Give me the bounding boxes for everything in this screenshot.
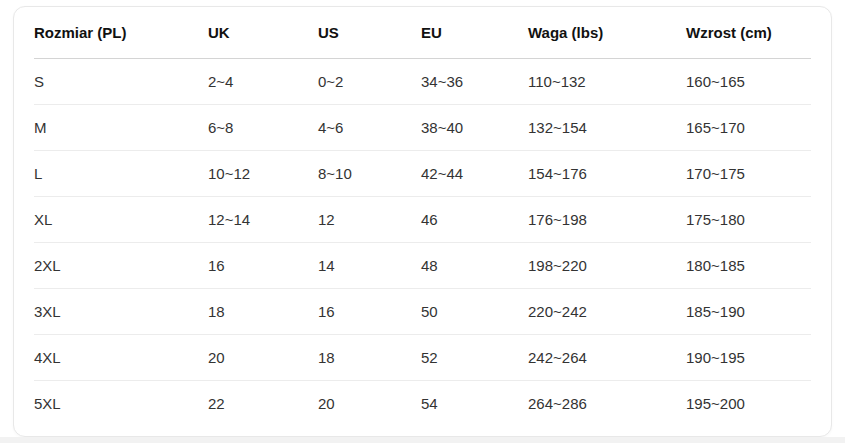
- table-row: 3XL181650220~242185~190: [34, 289, 811, 335]
- table-row: 4XL201852242~264190~195: [34, 335, 811, 381]
- table-cell: 18: [318, 335, 421, 381]
- table-cell: 14: [318, 243, 421, 289]
- table-cell: 190~195: [686, 335, 811, 381]
- table-row: 2XL161448198~220180~185: [34, 243, 811, 289]
- table-cell: 160~165: [686, 59, 811, 105]
- table-cell: 180~185: [686, 243, 811, 289]
- table-cell: 16: [208, 243, 318, 289]
- table-cell: 4~6: [318, 105, 421, 151]
- table-cell: 220~242: [528, 289, 686, 335]
- table-cell: 54: [421, 381, 528, 427]
- table-cell: 18: [208, 289, 318, 335]
- table-cell: 0~2: [318, 59, 421, 105]
- size-label-cell: XL: [34, 197, 208, 243]
- table-cell: 176~198: [528, 197, 686, 243]
- table-cell: 38~40: [421, 105, 528, 151]
- table-cell: 110~132: [528, 59, 686, 105]
- table-row: S2~40~234~36110~132160~165: [34, 59, 811, 105]
- table-cell: 8~10: [318, 151, 421, 197]
- size-label-cell: M: [34, 105, 208, 151]
- table-cell: 132~154: [528, 105, 686, 151]
- table-cell: 242~264: [528, 335, 686, 381]
- table-cell: 22: [208, 381, 318, 427]
- header-cell-4: Waga (lbs): [528, 7, 686, 59]
- header-row: Rozmiar (PL)UKUSEUWaga (lbs)Wzrost (cm): [34, 7, 811, 59]
- table-cell: 198~220: [528, 243, 686, 289]
- header-cell-5: Wzrost (cm): [686, 7, 811, 59]
- table-cell: 48: [421, 243, 528, 289]
- size-label-cell: 3XL: [34, 289, 208, 335]
- size-table: Rozmiar (PL)UKUSEUWaga (lbs)Wzrost (cm) …: [34, 7, 811, 426]
- table-cell: 10~12: [208, 151, 318, 197]
- table-cell: 12: [318, 197, 421, 243]
- table-cell: 2~4: [208, 59, 318, 105]
- table-row: 5XL222054264~286195~200: [34, 381, 811, 427]
- table-cell: 12~14: [208, 197, 318, 243]
- table-cell: 20: [318, 381, 421, 427]
- table-cell: 16: [318, 289, 421, 335]
- bottom-strip: [0, 437, 845, 443]
- header-cell-1: UK: [208, 7, 318, 59]
- size-label-cell: L: [34, 151, 208, 197]
- header-cell-0: Rozmiar (PL): [34, 7, 208, 59]
- size-table-body: S2~40~234~36110~132160~165M6~84~638~4013…: [34, 59, 811, 427]
- size-label-cell: 5XL: [34, 381, 208, 427]
- table-row: L10~128~1042~44154~176170~175: [34, 151, 811, 197]
- table-row: M6~84~638~40132~154165~170: [34, 105, 811, 151]
- table-cell: 42~44: [421, 151, 528, 197]
- table-cell: 170~175: [686, 151, 811, 197]
- table-cell: 34~36: [421, 59, 528, 105]
- table-cell: 175~180: [686, 197, 811, 243]
- table-cell: 264~286: [528, 381, 686, 427]
- table-cell: 195~200: [686, 381, 811, 427]
- table-row: XL12~141246176~198175~180: [34, 197, 811, 243]
- table-cell: 20: [208, 335, 318, 381]
- table-cell: 46: [421, 197, 528, 243]
- table-cell: 6~8: [208, 105, 318, 151]
- table-cell: 52: [421, 335, 528, 381]
- table-cell: 154~176: [528, 151, 686, 197]
- table-cell: 50: [421, 289, 528, 335]
- table-cell: 165~170: [686, 105, 811, 151]
- header-cell-2: US: [318, 7, 421, 59]
- size-label-cell: 4XL: [34, 335, 208, 381]
- size-chart-card: Rozmiar (PL)UKUSEUWaga (lbs)Wzrost (cm) …: [13, 6, 832, 437]
- size-label-cell: S: [34, 59, 208, 105]
- size-label-cell: 2XL: [34, 243, 208, 289]
- table-cell: 185~190: [686, 289, 811, 335]
- header-cell-3: EU: [421, 7, 528, 59]
